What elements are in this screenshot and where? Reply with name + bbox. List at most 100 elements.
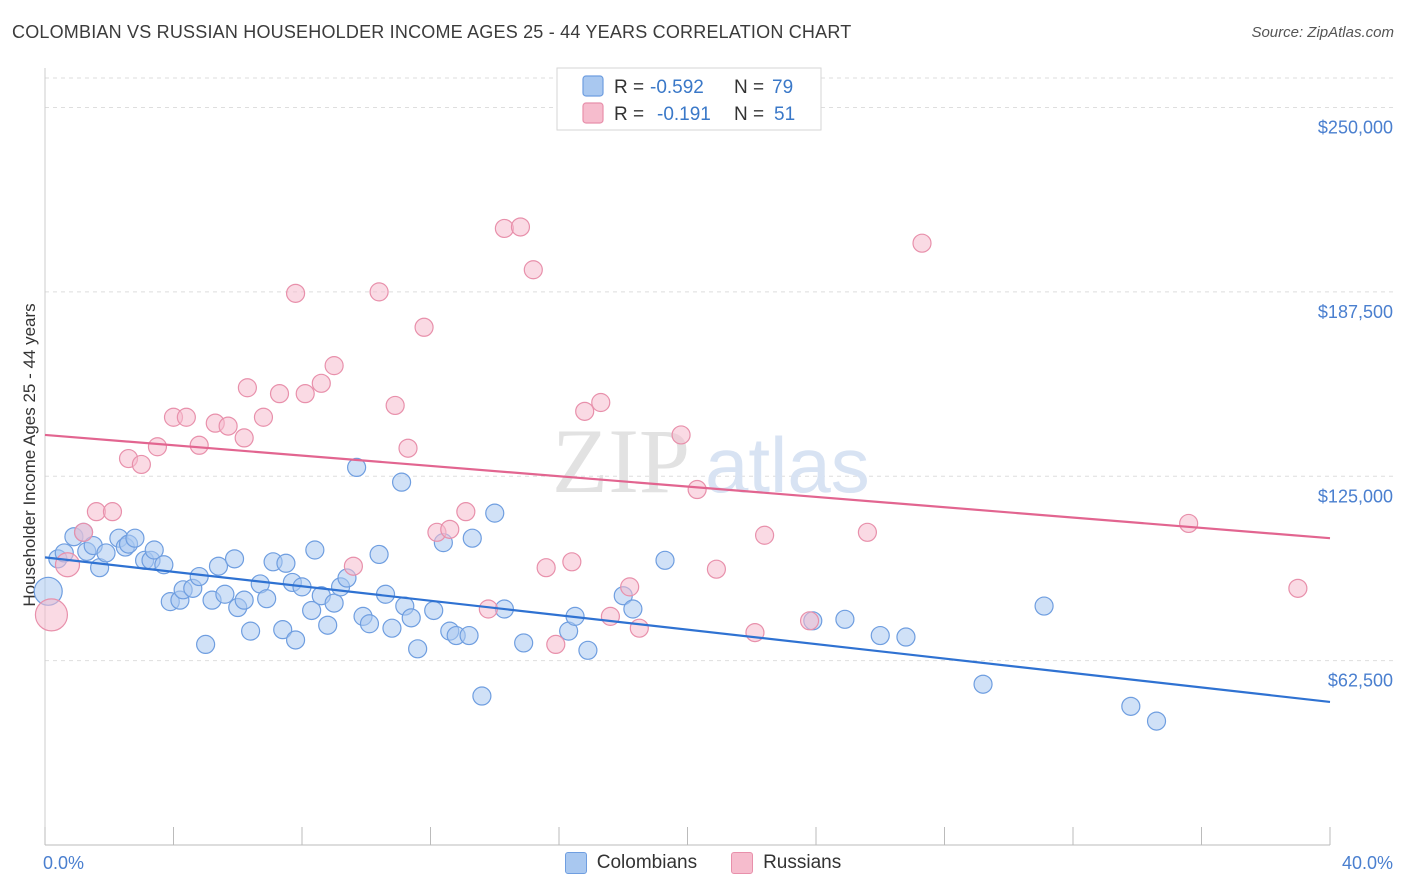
colombian-point bbox=[208, 556, 229, 576]
colombian-point bbox=[424, 600, 444, 621]
russian-point bbox=[620, 577, 640, 597]
colombian-point bbox=[623, 599, 643, 619]
y-tick-label: $62,500 bbox=[1328, 671, 1393, 691]
x-tick-label-min: 0.0% bbox=[43, 853, 84, 873]
russian-point bbox=[1288, 578, 1308, 598]
legend-n-value-russians: 51 bbox=[774, 104, 795, 125]
colombian-point bbox=[273, 620, 293, 640]
x-tick-label-max: 40.0% bbox=[1342, 853, 1393, 873]
colombian-point bbox=[401, 608, 421, 628]
colombian-point bbox=[462, 528, 482, 548]
colombian-point bbox=[408, 639, 428, 659]
series-legend: Colombians Russians bbox=[0, 852, 1406, 874]
colombian-point bbox=[835, 609, 855, 629]
russian-point bbox=[456, 502, 476, 522]
russian-point bbox=[34, 598, 69, 632]
colombian-point bbox=[241, 621, 261, 641]
russian-point bbox=[73, 522, 94, 542]
russian-point bbox=[799, 611, 820, 631]
x-tick-labels: 0.0% 40.0% bbox=[43, 853, 1393, 873]
correlation-legend: R = -0.592 N = 79 R = -0.191 N = 51 bbox=[556, 67, 822, 131]
russian-point bbox=[629, 618, 649, 638]
colombian-point bbox=[459, 625, 479, 646]
legend-swatch-colombians bbox=[582, 75, 604, 97]
colombian-point bbox=[125, 528, 145, 548]
trend-lines bbox=[44, 433, 1331, 704]
russian-point bbox=[343, 556, 363, 576]
russian-point bbox=[189, 435, 209, 455]
russian-point bbox=[269, 384, 290, 404]
legend-swatch-russians bbox=[582, 102, 604, 124]
russian-point bbox=[176, 407, 196, 427]
series-legend-label-colombians: Colombians bbox=[596, 852, 698, 873]
russian-point bbox=[857, 522, 878, 542]
colombian-point bbox=[257, 589, 277, 609]
russian-point bbox=[102, 502, 123, 522]
legend-r-value-russians: -0.191 bbox=[657, 104, 711, 125]
russian-point bbox=[912, 233, 932, 253]
russian-point bbox=[575, 401, 595, 421]
russian-point bbox=[131, 454, 151, 475]
russian-point bbox=[687, 479, 707, 500]
legend-r-value-colombians: -0.592 bbox=[650, 77, 704, 98]
y-tick-label: $250,000 bbox=[1318, 118, 1393, 138]
watermark-atlas: atlas bbox=[705, 421, 870, 509]
russian-point bbox=[311, 373, 331, 393]
colombian-point bbox=[215, 584, 235, 604]
colombian-point bbox=[224, 549, 245, 569]
colombian-point bbox=[302, 600, 322, 621]
colombian-point bbox=[369, 544, 389, 565]
colombian-point bbox=[896, 627, 916, 647]
russian-point bbox=[324, 356, 344, 376]
russian-point bbox=[536, 558, 556, 578]
colombian-point bbox=[655, 550, 675, 570]
colombian-point bbox=[514, 633, 534, 653]
colombian-point bbox=[144, 540, 164, 560]
y-tick-labels: $62,500 $125,000 $187,500 $250,000 bbox=[1318, 118, 1393, 691]
russian-point bbox=[253, 407, 274, 427]
russian-point bbox=[86, 502, 107, 522]
colombian-point bbox=[1034, 596, 1054, 616]
russian-point bbox=[562, 552, 582, 572]
russian-point bbox=[706, 559, 727, 579]
colombian-point bbox=[324, 593, 344, 613]
russian-point bbox=[369, 282, 389, 302]
axes bbox=[44, 68, 1331, 846]
colombian-point bbox=[359, 614, 380, 634]
russian-point bbox=[523, 260, 543, 280]
legend-r-label-russians: R = bbox=[614, 104, 644, 125]
russian-point bbox=[54, 552, 81, 578]
colombian-point bbox=[578, 640, 598, 660]
russian-point bbox=[440, 519, 460, 539]
russian-point bbox=[285, 283, 306, 303]
chart-title: COLOMBIAN VS RUSSIAN HOUSEHOLDER INCOME … bbox=[12, 22, 852, 42]
colombian-point bbox=[285, 630, 306, 650]
colombian-point bbox=[196, 634, 216, 655]
series-legend-item-colombians: Colombians bbox=[564, 852, 698, 874]
source-label: Source: ZipAtlas.com bbox=[1251, 24, 1394, 41]
y-tick-label: $187,500 bbox=[1318, 302, 1393, 322]
series-legend-item-russians: Russians bbox=[731, 852, 841, 874]
legend-r-label-colombians: R = bbox=[614, 77, 644, 98]
russian-point bbox=[218, 416, 238, 436]
series-russians bbox=[34, 217, 1308, 655]
colombian-point bbox=[472, 686, 492, 706]
trend-line-russians bbox=[44, 433, 1331, 540]
colombian-point bbox=[318, 615, 338, 635]
colombian-point bbox=[347, 457, 367, 477]
colombian-point bbox=[1146, 711, 1167, 731]
series-legend-label-russians: Russians bbox=[763, 852, 842, 873]
russian-point bbox=[1179, 513, 1199, 534]
russian-point bbox=[671, 425, 691, 445]
russian-point bbox=[494, 218, 514, 239]
colombian-point bbox=[391, 472, 412, 492]
trend-line-colombians bbox=[44, 556, 1331, 704]
series-colombians bbox=[33, 457, 1167, 731]
series-legend-swatch-russians bbox=[731, 852, 754, 874]
russian-point bbox=[385, 395, 405, 416]
colombian-point bbox=[1121, 696, 1141, 716]
watermark-zip: ZIP bbox=[552, 410, 690, 512]
legend-n-label-colombians: N = bbox=[734, 77, 764, 98]
russian-point bbox=[147, 437, 168, 457]
colombian-point bbox=[96, 543, 116, 563]
